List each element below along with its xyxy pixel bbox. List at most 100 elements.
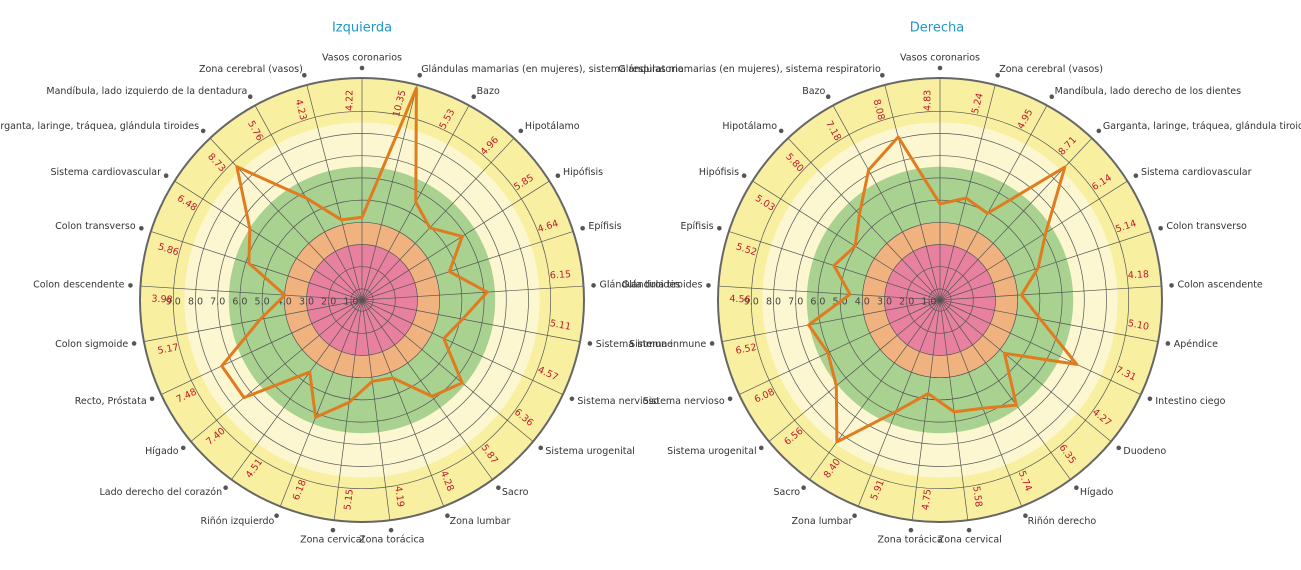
- radial-tick-label: 4.0: [277, 297, 292, 308]
- spoke: [150, 231, 363, 301]
- category-dot: [995, 72, 1000, 78]
- category-dot: [1147, 396, 1153, 402]
- value-label: 3.98: [151, 293, 173, 305]
- category-label: Hígado: [145, 446, 179, 457]
- spoke: [738, 299, 941, 395]
- category-dot: [1074, 485, 1079, 490]
- value-label: 4.75: [920, 488, 934, 510]
- category-label: Hipófisis: [563, 167, 603, 178]
- spoke: [160, 299, 363, 395]
- spoke: [787, 137, 941, 301]
- category-label: Glándula tiroides: [622, 280, 703, 291]
- category-dot: [471, 94, 477, 99]
- category-label: Sistema urogenital: [545, 446, 635, 457]
- category-dot: [128, 283, 133, 288]
- category-dot: [937, 65, 943, 71]
- category-label: Colon ascendente: [1178, 280, 1263, 291]
- spoke: [143, 299, 363, 342]
- category-dot: [741, 173, 747, 178]
- category-label: Lado derecho del corazón: [100, 487, 223, 498]
- value-label: 4.83: [922, 90, 933, 111]
- category-dot: [880, 72, 885, 78]
- outer-ring: [139, 77, 585, 523]
- category-dot: [180, 445, 186, 451]
- category-dot: [302, 72, 307, 78]
- category-dot: [1158, 226, 1163, 231]
- category-label: Glándula tiroides: [600, 280, 681, 291]
- category-label: Bazo: [802, 86, 825, 97]
- category-dot: [801, 485, 806, 490]
- category-dot: [1165, 341, 1171, 346]
- category-dot: [359, 65, 365, 71]
- category-label: Bazo: [477, 86, 500, 97]
- spoke: [884, 84, 941, 301]
- spoke: [209, 137, 363, 301]
- category-dot: [274, 513, 279, 519]
- value-label: 5.17: [157, 342, 180, 357]
- category-dot: [330, 527, 336, 533]
- category-dot: [1023, 513, 1028, 519]
- spoke: [361, 299, 534, 442]
- category-dot: [727, 396, 733, 402]
- category-dot: [825, 94, 831, 99]
- spoke: [361, 180, 550, 301]
- category-label: Hígado: [1080, 487, 1114, 498]
- category-label: Sistema inmune: [596, 339, 673, 350]
- category-dot: [538, 445, 544, 451]
- category-dot: [149, 396, 155, 402]
- category-dot: [1116, 445, 1122, 451]
- category-label: Apéndice: [1174, 339, 1218, 350]
- spoke: [361, 285, 584, 301]
- value-label: 5.11: [549, 318, 572, 333]
- category-label: Glándulas mamarias (en mujeres), sistema…: [618, 64, 881, 75]
- category-label: Sacro: [502, 487, 529, 498]
- spoke: [939, 299, 1159, 342]
- value-label: 8.08: [871, 98, 887, 121]
- value-label: 6.52: [735, 342, 758, 357]
- spoke: [306, 84, 363, 301]
- value-label: 4.23: [293, 98, 309, 121]
- spoke: [254, 105, 363, 301]
- radial-tick-label: 9.0: [744, 297, 759, 308]
- category-label: Sistema nervioso: [577, 396, 659, 407]
- category-label: Zona torácica: [877, 535, 942, 546]
- radial-tick-label: 7.0: [210, 297, 225, 308]
- category-label: Intestino ciego: [1155, 396, 1225, 407]
- category-label: Zona cerebral (vasos): [199, 64, 303, 75]
- spoke: [939, 137, 1093, 301]
- value-label: 4.56: [729, 293, 751, 305]
- spoke: [939, 299, 1112, 442]
- spoke: [832, 105, 941, 301]
- category-label: Zona lumbar: [792, 516, 853, 527]
- spoke: [721, 299, 941, 342]
- category-label: Hipotálamo: [525, 121, 580, 132]
- radial-tick-label: 3.0: [299, 297, 314, 308]
- radial-tick-label: 8.0: [188, 297, 203, 308]
- spoke: [857, 299, 941, 507]
- spoke: [939, 84, 996, 301]
- radial-tick-label: 7.0: [788, 297, 803, 308]
- data-line: [807, 135, 1079, 444]
- spoke: [939, 231, 1152, 301]
- category-label: Mandíbula, lado izquierdo de la dentadur…: [46, 86, 247, 97]
- category-dot: [758, 445, 764, 451]
- category-dot: [1049, 94, 1055, 99]
- spoke: [140, 285, 363, 301]
- category-label: Zona cerebral (vasos): [999, 64, 1103, 75]
- category-dot: [518, 128, 524, 134]
- category-dot: [569, 396, 575, 402]
- category-label: Sistema cardiovascular: [50, 167, 161, 178]
- category-label: Zona cervical: [938, 535, 1002, 546]
- category-label: Hipófisis: [699, 167, 739, 178]
- category-label: Zona torácica: [359, 535, 424, 546]
- category-dot: [223, 485, 228, 490]
- spoke: [361, 299, 564, 395]
- category-label: Riñón izquierdo: [201, 516, 275, 527]
- category-dot: [580, 226, 585, 231]
- spoke: [939, 299, 1142, 395]
- category-dot: [709, 341, 715, 346]
- value-label: 4.18: [1128, 269, 1150, 281]
- radial-tick-label: 6.0: [810, 297, 825, 308]
- chart-title: Derecha: [910, 21, 964, 36]
- spoke: [809, 299, 941, 480]
